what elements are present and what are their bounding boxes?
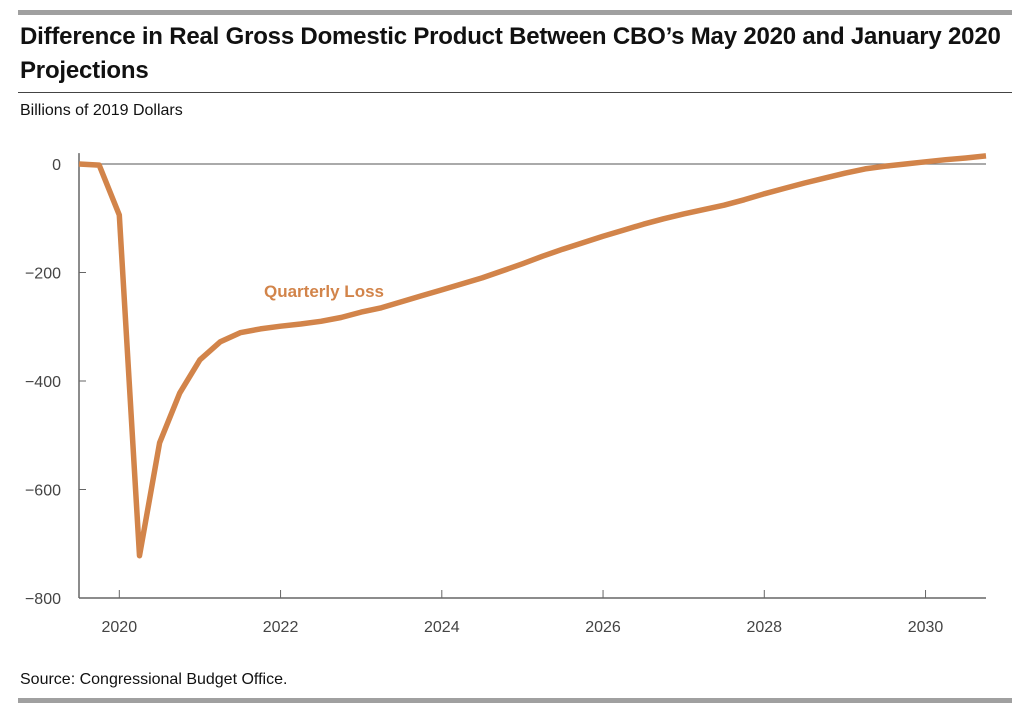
y-tick-label: −600 (25, 483, 61, 500)
y-tick-label: 0 (52, 157, 61, 174)
source-note: Source: Congressional Budget Office. (20, 671, 288, 688)
y-tick-label: −200 (25, 266, 61, 283)
x-tick-label: 2020 (102, 619, 138, 636)
x-tick-label: 2028 (746, 619, 782, 636)
chart-subtitle: Billions of 2019 Dollars (20, 102, 183, 119)
x-tick-label: 2030 (908, 619, 944, 636)
x-tick-label: 2026 (585, 619, 621, 636)
title-rule (18, 92, 1012, 93)
series-line-quarterly-loss (78, 153, 987, 559)
series-label: Quarterly Loss (264, 282, 384, 301)
x-tick-label: 2022 (263, 619, 299, 636)
y-tick-label: −400 (25, 374, 61, 391)
y-tick-label: −800 (25, 591, 61, 608)
bottom-rule (18, 698, 1012, 703)
top-rule (18, 10, 1012, 15)
chart-title: Difference in Real Gross Domestic Produc… (20, 23, 1001, 84)
x-tick-label: 2024 (424, 619, 460, 636)
